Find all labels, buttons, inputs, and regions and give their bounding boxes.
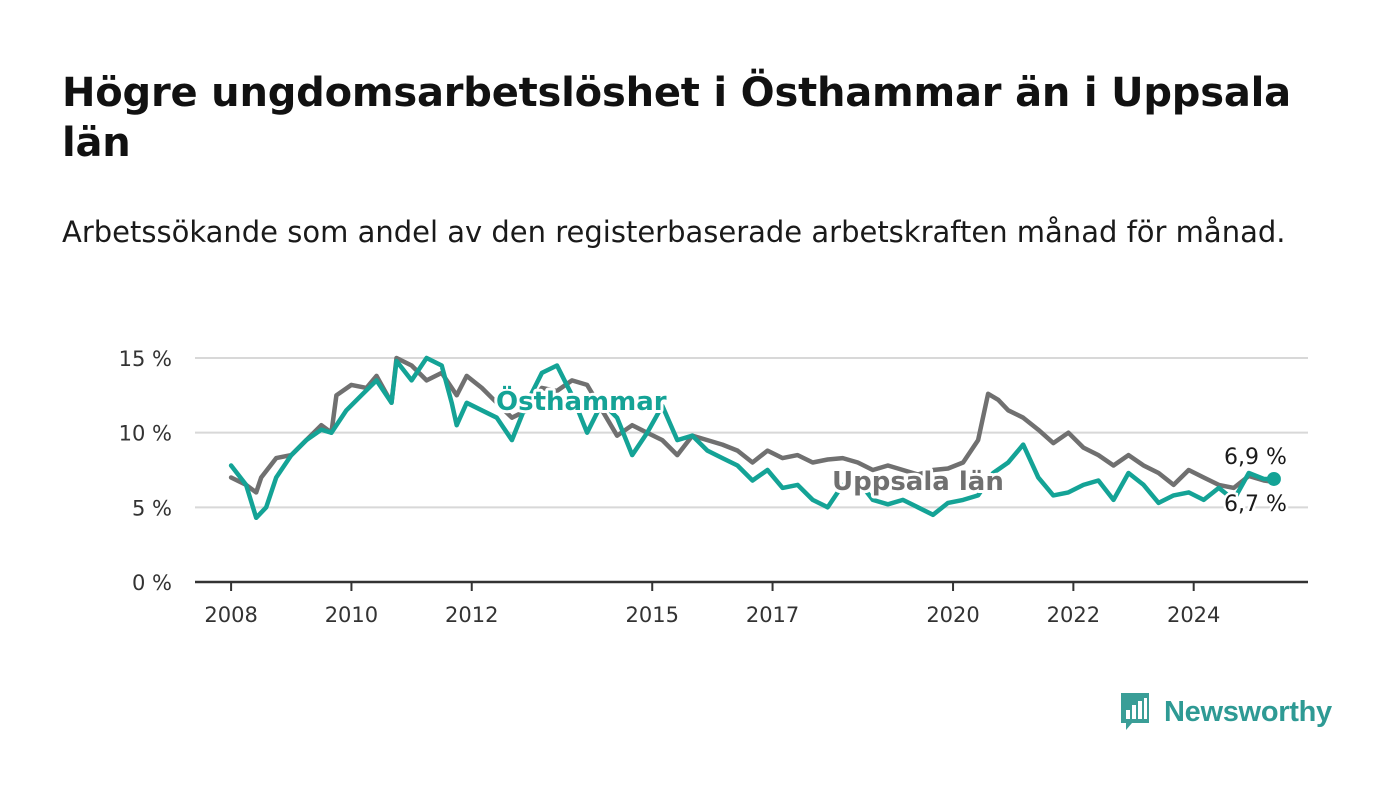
page-subtitle: Arbetssökande som andel av den registerb… [62, 215, 1286, 249]
page-title: Högre ungdomsarbetslöshet i Östhammar än… [62, 70, 1291, 166]
logo-text: Newsworthy [1164, 695, 1332, 728]
y-tick-label: 10 % [119, 422, 172, 446]
uppsala-line-label: Uppsala län [832, 467, 1004, 497]
x-tick-label: 2020 [926, 603, 979, 627]
uppsala-last-value: 6,7 % [1224, 492, 1287, 517]
newsworthy-logo: Newsworthy [1118, 690, 1332, 734]
y-tick-label: 0 % [132, 571, 172, 595]
osthammar-end-dot [1266, 471, 1281, 486]
x-tick-label: 2022 [1047, 603, 1100, 627]
bar-chart-speech-bubble-icon [1121, 693, 1149, 730]
y-tick-label: 5 % [132, 496, 172, 520]
x-tick-label: 2017 [746, 603, 799, 627]
x-tick-label: 2012 [445, 603, 498, 627]
x-tick-label: 2015 [626, 603, 679, 627]
x-tick-label: 2010 [325, 603, 378, 627]
x-tick-label: 2024 [1167, 603, 1220, 627]
osthammar-last-value: 6,9 % [1224, 445, 1287, 470]
uppsala-line [228, 355, 1277, 495]
osthammar-line [228, 355, 1277, 521]
x-tick-label: 2008 [204, 603, 257, 627]
y-tick-label: 15 % [119, 347, 172, 371]
osthammar-line-label: Östhammar [496, 384, 667, 417]
